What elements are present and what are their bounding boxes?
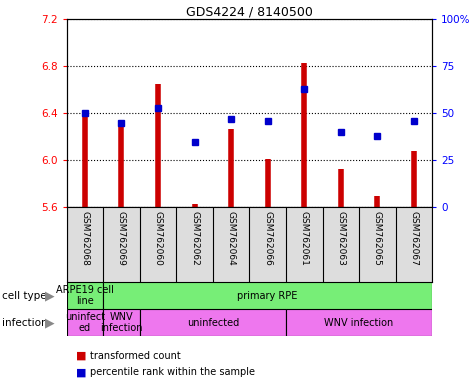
Text: GSM762061: GSM762061 bbox=[300, 211, 309, 266]
Text: GSM762066: GSM762066 bbox=[263, 211, 272, 266]
Text: primary RPE: primary RPE bbox=[238, 291, 298, 301]
Text: GSM762060: GSM762060 bbox=[153, 211, 162, 266]
Bar bbox=[140, 309, 286, 336]
Text: infection: infection bbox=[2, 318, 48, 328]
Bar bbox=[66, 309, 103, 336]
Text: GSM762064: GSM762064 bbox=[227, 211, 236, 266]
Text: GSM762068: GSM762068 bbox=[80, 211, 89, 266]
Text: GSM762063: GSM762063 bbox=[336, 211, 345, 266]
Text: percentile rank within the sample: percentile rank within the sample bbox=[90, 367, 255, 377]
Text: WNV
infection: WNV infection bbox=[100, 312, 142, 333]
Text: transformed count: transformed count bbox=[90, 351, 181, 361]
Text: GSM762069: GSM762069 bbox=[117, 211, 126, 266]
Text: ■: ■ bbox=[76, 351, 86, 361]
Bar bbox=[66, 282, 103, 309]
Text: GSM762067: GSM762067 bbox=[409, 211, 418, 266]
Text: uninfect
ed: uninfect ed bbox=[65, 312, 105, 333]
Text: cell type: cell type bbox=[2, 291, 47, 301]
Text: ARPE19 cell
line: ARPE19 cell line bbox=[56, 285, 114, 306]
Text: ▶: ▶ bbox=[45, 316, 54, 329]
Text: uninfected: uninfected bbox=[187, 318, 239, 328]
Text: GSM762065: GSM762065 bbox=[373, 211, 382, 266]
Text: WNV infection: WNV infection bbox=[324, 318, 394, 328]
Title: GDS4224 / 8140500: GDS4224 / 8140500 bbox=[186, 5, 313, 18]
Text: GSM762062: GSM762062 bbox=[190, 211, 199, 266]
Text: ■: ■ bbox=[76, 367, 86, 377]
Text: ▶: ▶ bbox=[45, 289, 54, 302]
Bar bbox=[286, 309, 432, 336]
Bar bbox=[103, 309, 140, 336]
